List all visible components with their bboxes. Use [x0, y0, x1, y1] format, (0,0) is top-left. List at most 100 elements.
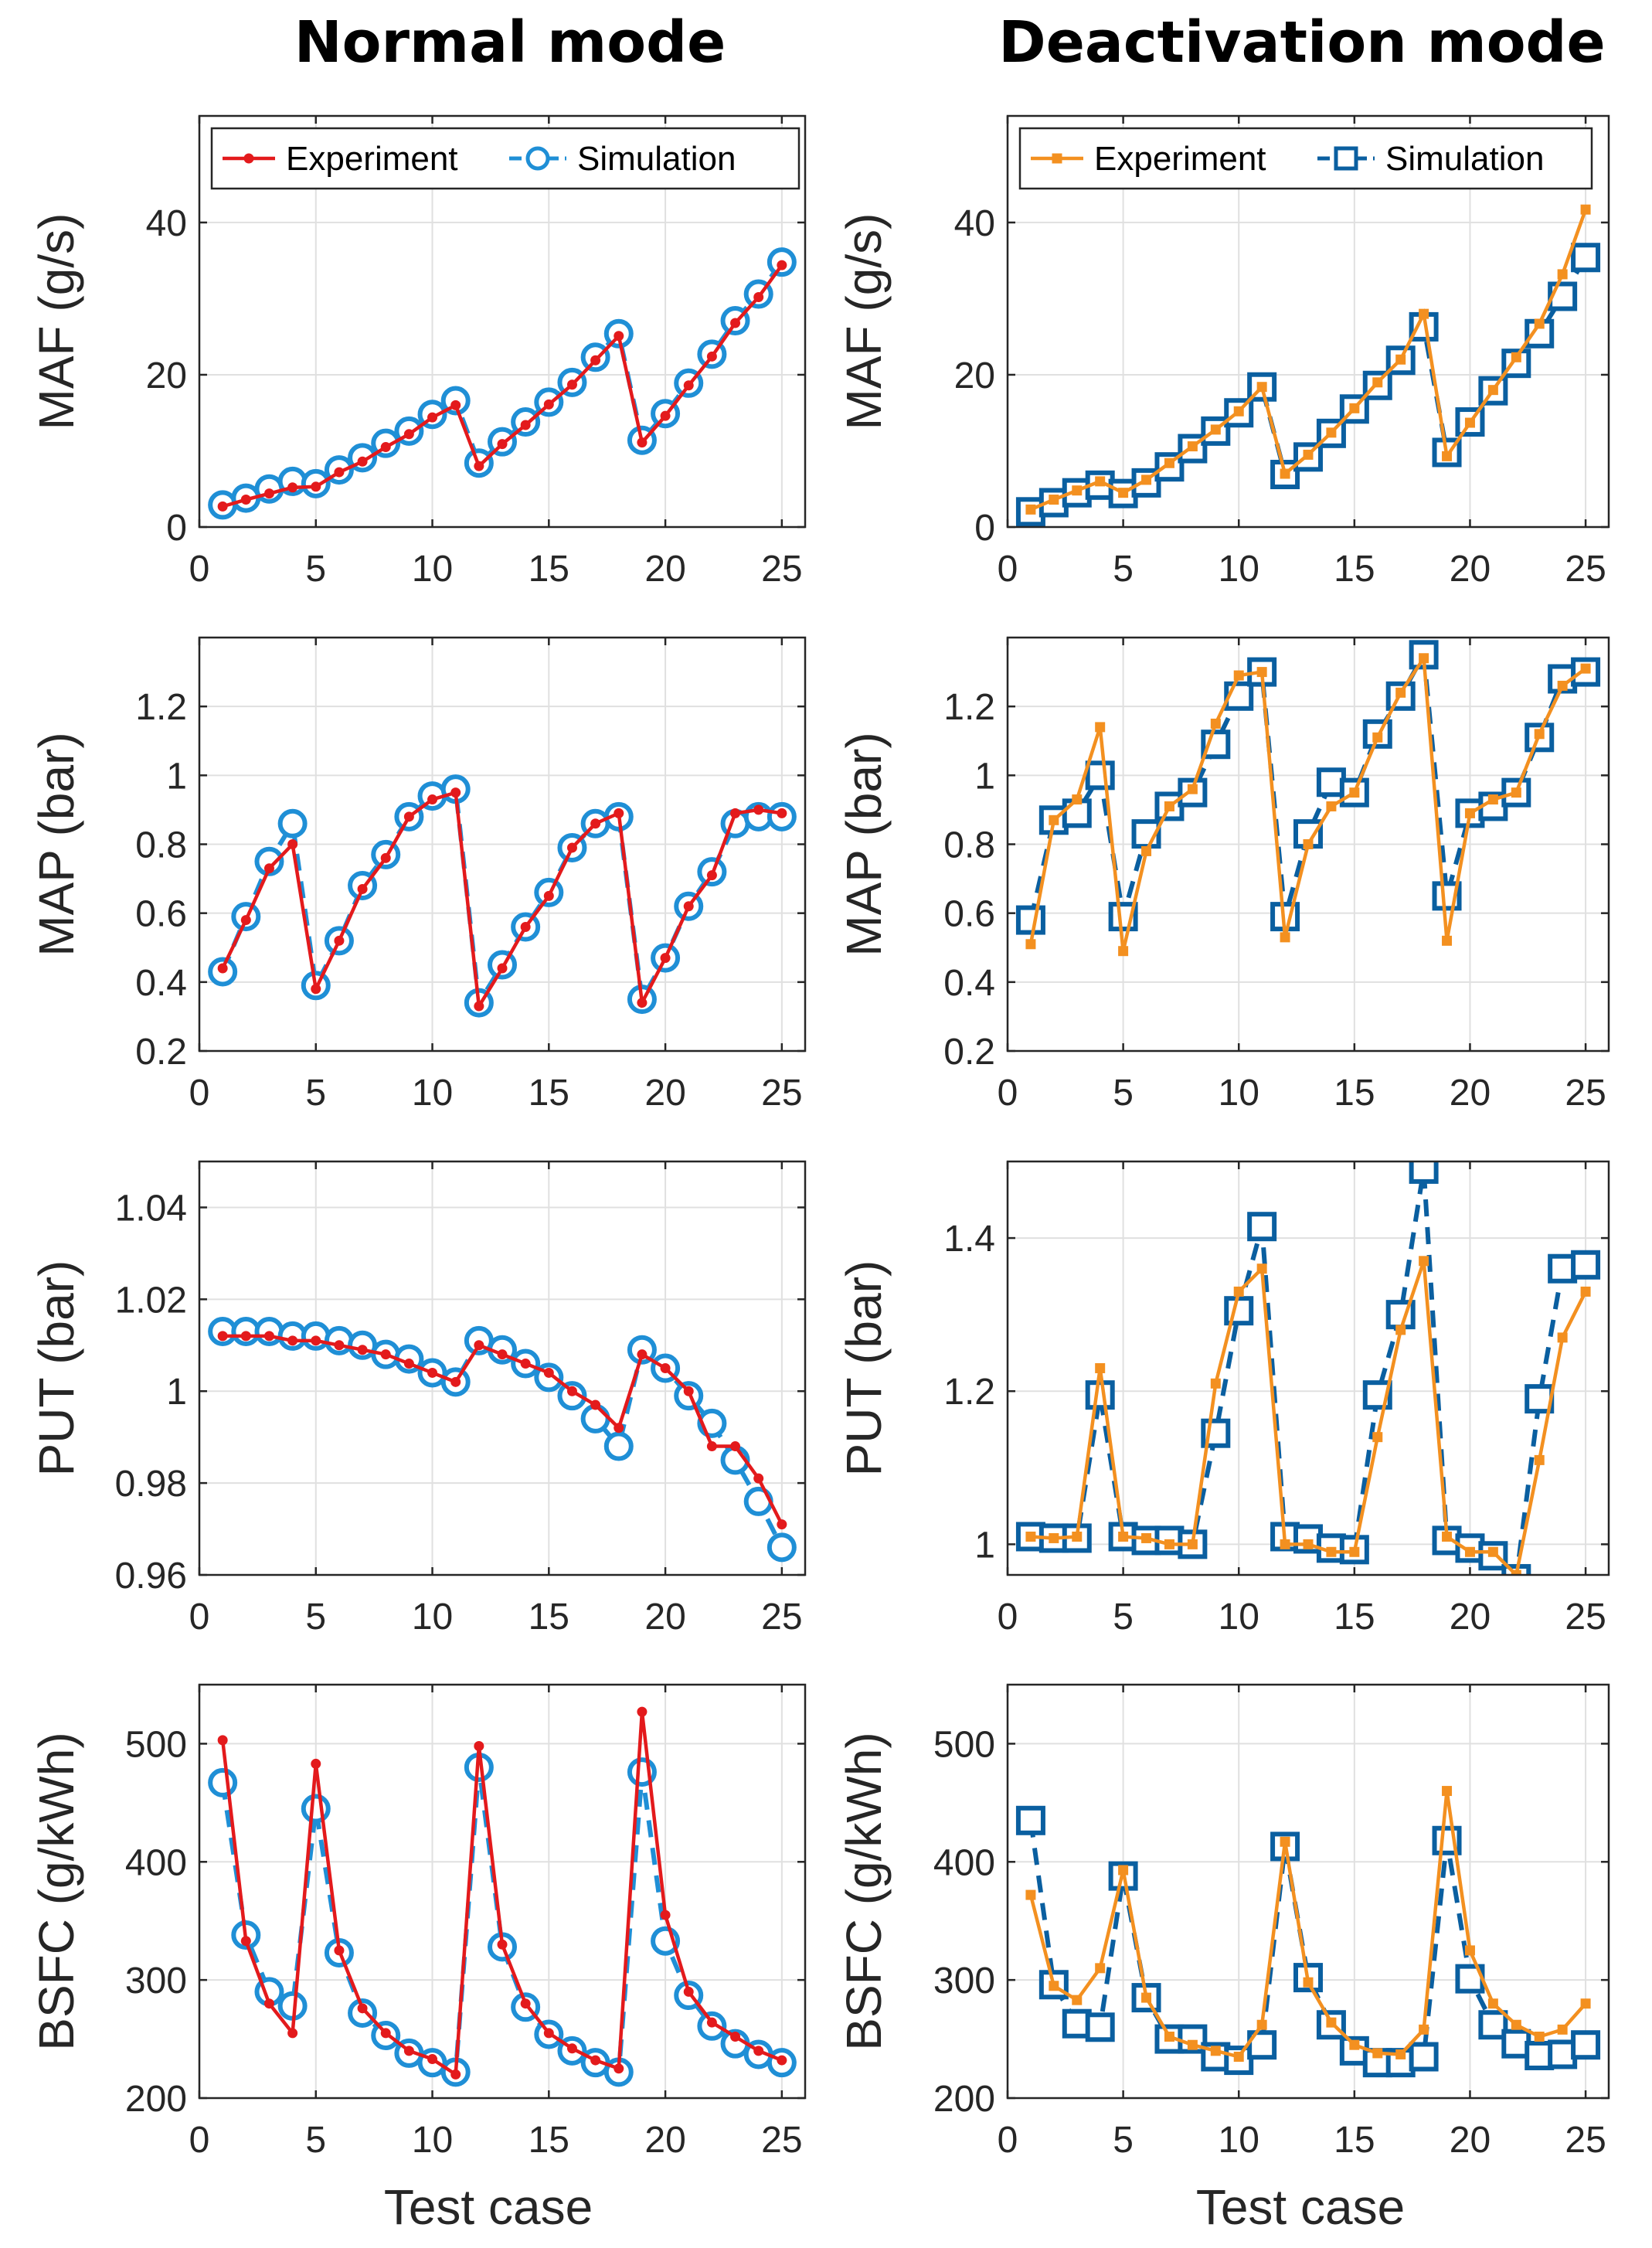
point-experiment — [1442, 1786, 1453, 1797]
point-experiment — [706, 351, 717, 362]
x-tick-label: 25 — [1565, 1597, 1606, 1638]
point-experiment — [1534, 2032, 1545, 2042]
point-experiment — [403, 429, 414, 440]
series-group — [1015, 1786, 1601, 2078]
point-experiment — [1326, 2017, 1337, 2028]
point-experiment — [1049, 1532, 1059, 1543]
y-tick-label: 0.2 — [943, 1032, 995, 1073]
point-experiment — [1164, 801, 1174, 811]
point-experiment — [311, 984, 321, 995]
y-axis-label: PUT (bar) — [29, 1260, 84, 1477]
x-tick-label: 5 — [1113, 2120, 1134, 2161]
legend-box — [1018, 127, 1593, 190]
point-experiment — [1464, 1945, 1475, 1956]
y-tick-label: 1 — [166, 756, 187, 797]
x-tick-label: 15 — [1334, 2120, 1375, 2161]
column-title-normal: Normal mode — [294, 9, 726, 76]
point-simulation — [1085, 760, 1115, 791]
x-tick-label: 25 — [1565, 549, 1606, 590]
point-experiment — [777, 260, 787, 270]
chart-put-deact: 0 5 10 15 20 25 1 1.2 1.4 PUT (bar) — [836, 1160, 1610, 1638]
x-tick-label: 15 — [529, 2120, 569, 2161]
point-experiment — [1464, 417, 1475, 428]
y-tick-label: 0 — [166, 508, 187, 549]
point-experiment — [1372, 1432, 1383, 1443]
legend-marker-experiment — [243, 153, 254, 164]
y-tick-label: 300 — [933, 1961, 995, 2001]
y-tick-label: 400 — [933, 1842, 995, 1883]
point-experiment — [357, 1345, 368, 1355]
point-experiment — [753, 1473, 764, 1484]
point-experiment — [1141, 1992, 1152, 2003]
x-tick-label: 10 — [1219, 1073, 1259, 1114]
x-tick-label: 10 — [1219, 1597, 1259, 1638]
point-experiment — [1487, 1546, 1498, 1557]
point-experiment — [1049, 495, 1059, 505]
point-experiment — [1349, 2039, 1360, 2050]
point-experiment — [1326, 427, 1337, 438]
point-experiment — [450, 400, 461, 410]
point-experiment — [566, 379, 577, 390]
point-experiment — [683, 1386, 694, 1396]
y-tick-label: 1 — [974, 1525, 995, 1566]
point-experiment — [637, 1706, 648, 1717]
point-experiment — [730, 318, 741, 328]
x-tick-label: 25 — [761, 549, 802, 590]
point-experiment — [730, 2032, 741, 2042]
point-simulation — [603, 1431, 634, 1461]
point-experiment — [1256, 2019, 1267, 2030]
point-experiment — [637, 1349, 648, 1360]
axes-frame — [1006, 1160, 1610, 1576]
x-tick-label: 10 — [412, 1073, 453, 1114]
x-tick-label: 20 — [644, 549, 685, 590]
chart-map-deact: 0 5 10 15 20 25 0.2 0.4 0.6 0.8 1 1.2 MAP (bar) — [836, 636, 1610, 1114]
point-experiment — [1395, 354, 1406, 365]
point-experiment — [474, 461, 484, 471]
point-simulation — [767, 1532, 797, 1563]
series-group — [208, 1316, 797, 1563]
point-experiment — [1511, 352, 1521, 362]
point-experiment — [1303, 1977, 1314, 1988]
x-tick-label: 25 — [761, 1597, 802, 1638]
point-experiment — [777, 808, 787, 818]
point-experiment — [287, 2028, 298, 2039]
point-simulation — [1339, 777, 1369, 808]
point-experiment — [334, 467, 345, 478]
axes-frame — [198, 1683, 807, 2100]
point-experiment — [1118, 488, 1129, 498]
point-experiment — [1395, 1325, 1406, 1335]
point-simulation — [1478, 1541, 1508, 1571]
x-tick-label: 0 — [189, 2120, 210, 2161]
x-tick-label: 10 — [412, 549, 453, 590]
x-tick-label: 0 — [189, 1073, 210, 1114]
chart-bsfc-normal: 0 5 10 15 20 25 200 300 400 500 BSFC (g/kWh) — [29, 1683, 807, 2161]
point-experiment — [240, 1331, 251, 1342]
series-group — [1015, 204, 1601, 527]
point-experiment — [1280, 468, 1290, 479]
point-experiment — [287, 482, 298, 493]
x-tick-label: 10 — [1219, 2120, 1259, 2161]
point-experiment — [590, 818, 601, 829]
point-experiment — [1419, 308, 1429, 319]
point-experiment — [660, 1363, 671, 1373]
y-axis-label: MAP (bar) — [836, 732, 892, 956]
point-experiment — [1049, 1981, 1059, 1991]
point-experiment — [1164, 457, 1174, 468]
y-tick-label: 1.04 — [115, 1188, 187, 1229]
axes-frame — [1006, 114, 1610, 529]
point-experiment — [497, 963, 508, 974]
y-tick-label: 0.6 — [135, 894, 187, 935]
axes-frame — [1006, 1683, 1610, 2100]
y-axis-label: MAF (g/s) — [29, 213, 84, 430]
point-experiment — [1464, 808, 1475, 818]
point-experiment — [380, 442, 391, 453]
x-tick-label: 15 — [529, 1597, 569, 1638]
y-axis-label: MAF (g/s) — [836, 213, 892, 430]
point-experiment — [217, 963, 228, 974]
x-tick-label: 10 — [412, 2120, 453, 2161]
point-experiment — [1072, 1531, 1083, 1542]
point-experiment — [543, 890, 554, 901]
point-experiment — [1095, 722, 1106, 733]
point-experiment — [217, 1735, 228, 1746]
x-tick-label: 0 — [189, 1597, 210, 1638]
